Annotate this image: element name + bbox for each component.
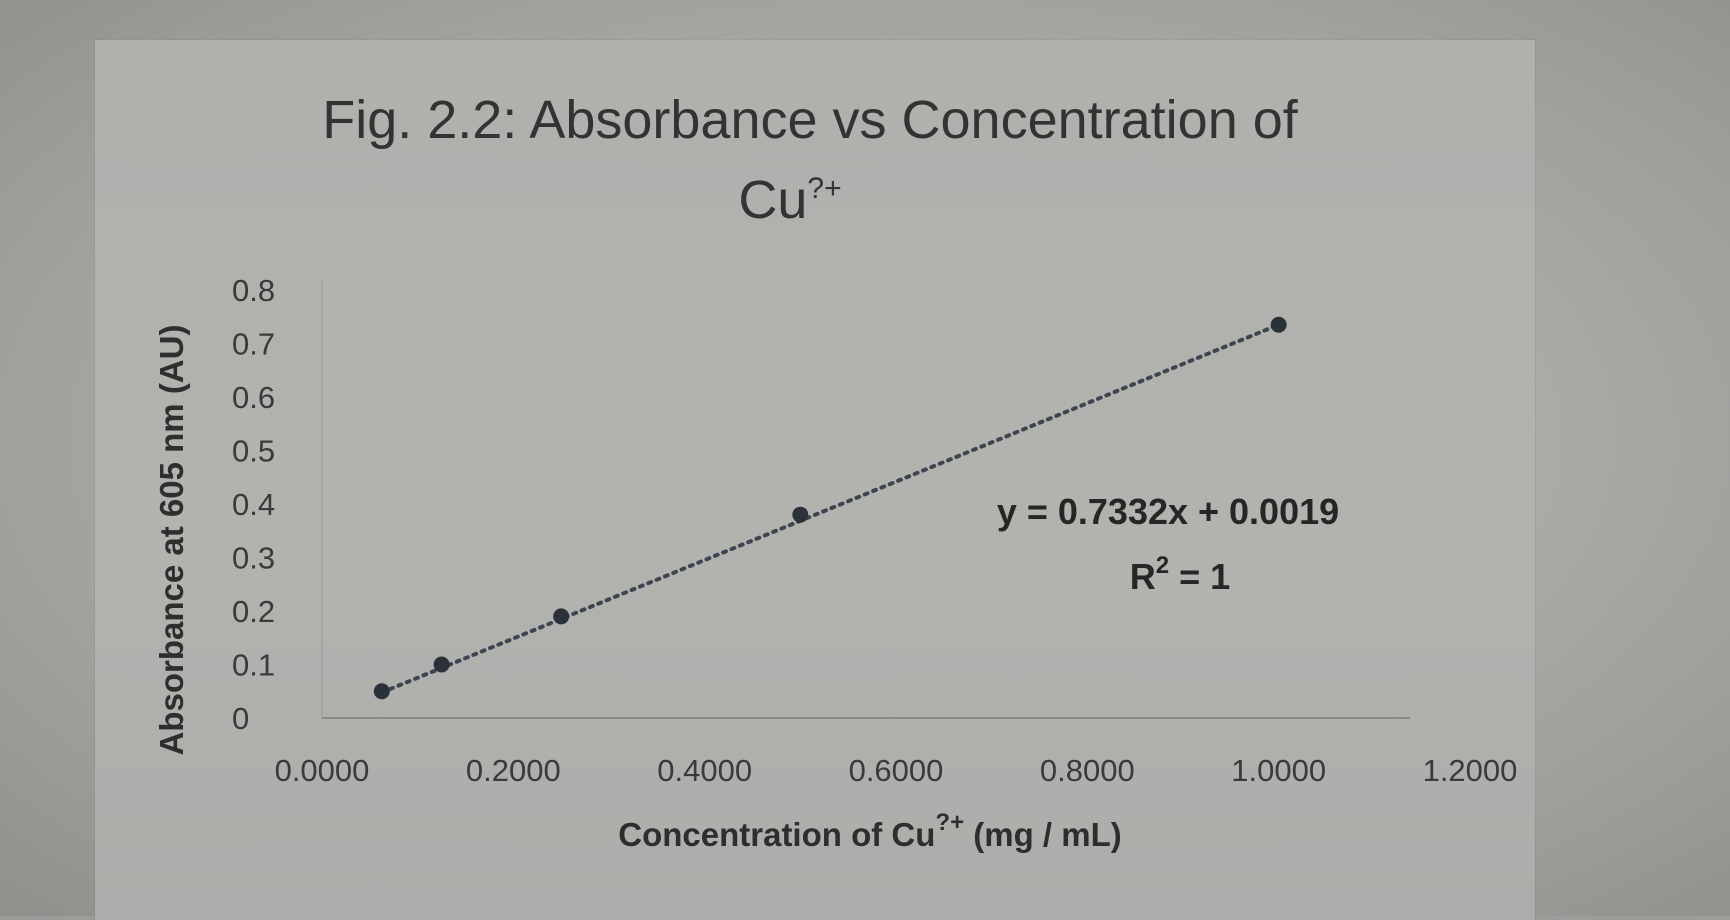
x-tick-labels: 0.0000 0.2000 0.4000 0.6000 0.8000 1.0000 1.20… [275,753,1518,788]
x-tick-label: 0.0000 [275,753,370,788]
x-tick-label: 1.2000 [1423,753,1518,788]
x-tick-label: 0.6000 [849,753,944,788]
y-tick-label: 0.2 [232,594,275,629]
axes [321,280,1410,719]
chart-card [95,40,1535,920]
r-squared-value: = 1 [1169,556,1230,597]
data-point [433,656,450,673]
r-squared-sup: 2 [1156,552,1169,579]
x-tick-label: 0.8000 [1040,753,1135,788]
chart-title-line2: Cu?+ [738,170,841,230]
data-point [792,506,809,523]
y-tick-label: 0.8 [232,273,275,308]
y-tick-label: 0.6 [232,380,275,415]
x-tick-label: 0.4000 [657,753,752,788]
y-tick-label: 0 [232,701,249,736]
chart-title-sup: ?+ [807,172,841,205]
x-axis-label-unit: (mg / mL) [964,816,1122,853]
y-tick-label: 0.3 [232,541,275,576]
x-axis-label: Concentration of Cu?+ (mg / mL) [618,809,1122,853]
trendline-equation: y = 0.7332x + 0.0019 [997,491,1339,532]
y-axis-label: Absorbance at 605 nm (AU) [153,325,190,756]
y-tick-label: 0.4 [232,487,275,522]
trendline [379,322,1281,695]
data-point [373,683,390,700]
x-tick-label: 0.2000 [466,753,561,788]
y-tick-labels: 0 0.1 0.2 0.3 0.4 0.5 0.6 0.7 0.8 [232,273,275,736]
chart-title-line1: Fig. 2.2: Absorbance vs Concentration of [322,90,1299,150]
data-point [1270,316,1287,333]
x-axis-label-main: Concentration of Cu [618,816,935,853]
chart-title-cu: Cu [738,170,807,230]
y-tick-label: 0.1 [232,648,275,683]
data-point [553,608,570,625]
r-squared-prefix: R [1130,556,1156,597]
trendline-r-squared: R2 = 1 [1130,552,1230,597]
x-tick-label: 1.0000 [1231,753,1326,788]
y-tick-label: 0.5 [232,434,275,469]
y-tick-label: 0.7 [232,327,275,362]
data-points [373,316,1287,700]
x-axis-label-sup: ?+ [935,809,964,836]
